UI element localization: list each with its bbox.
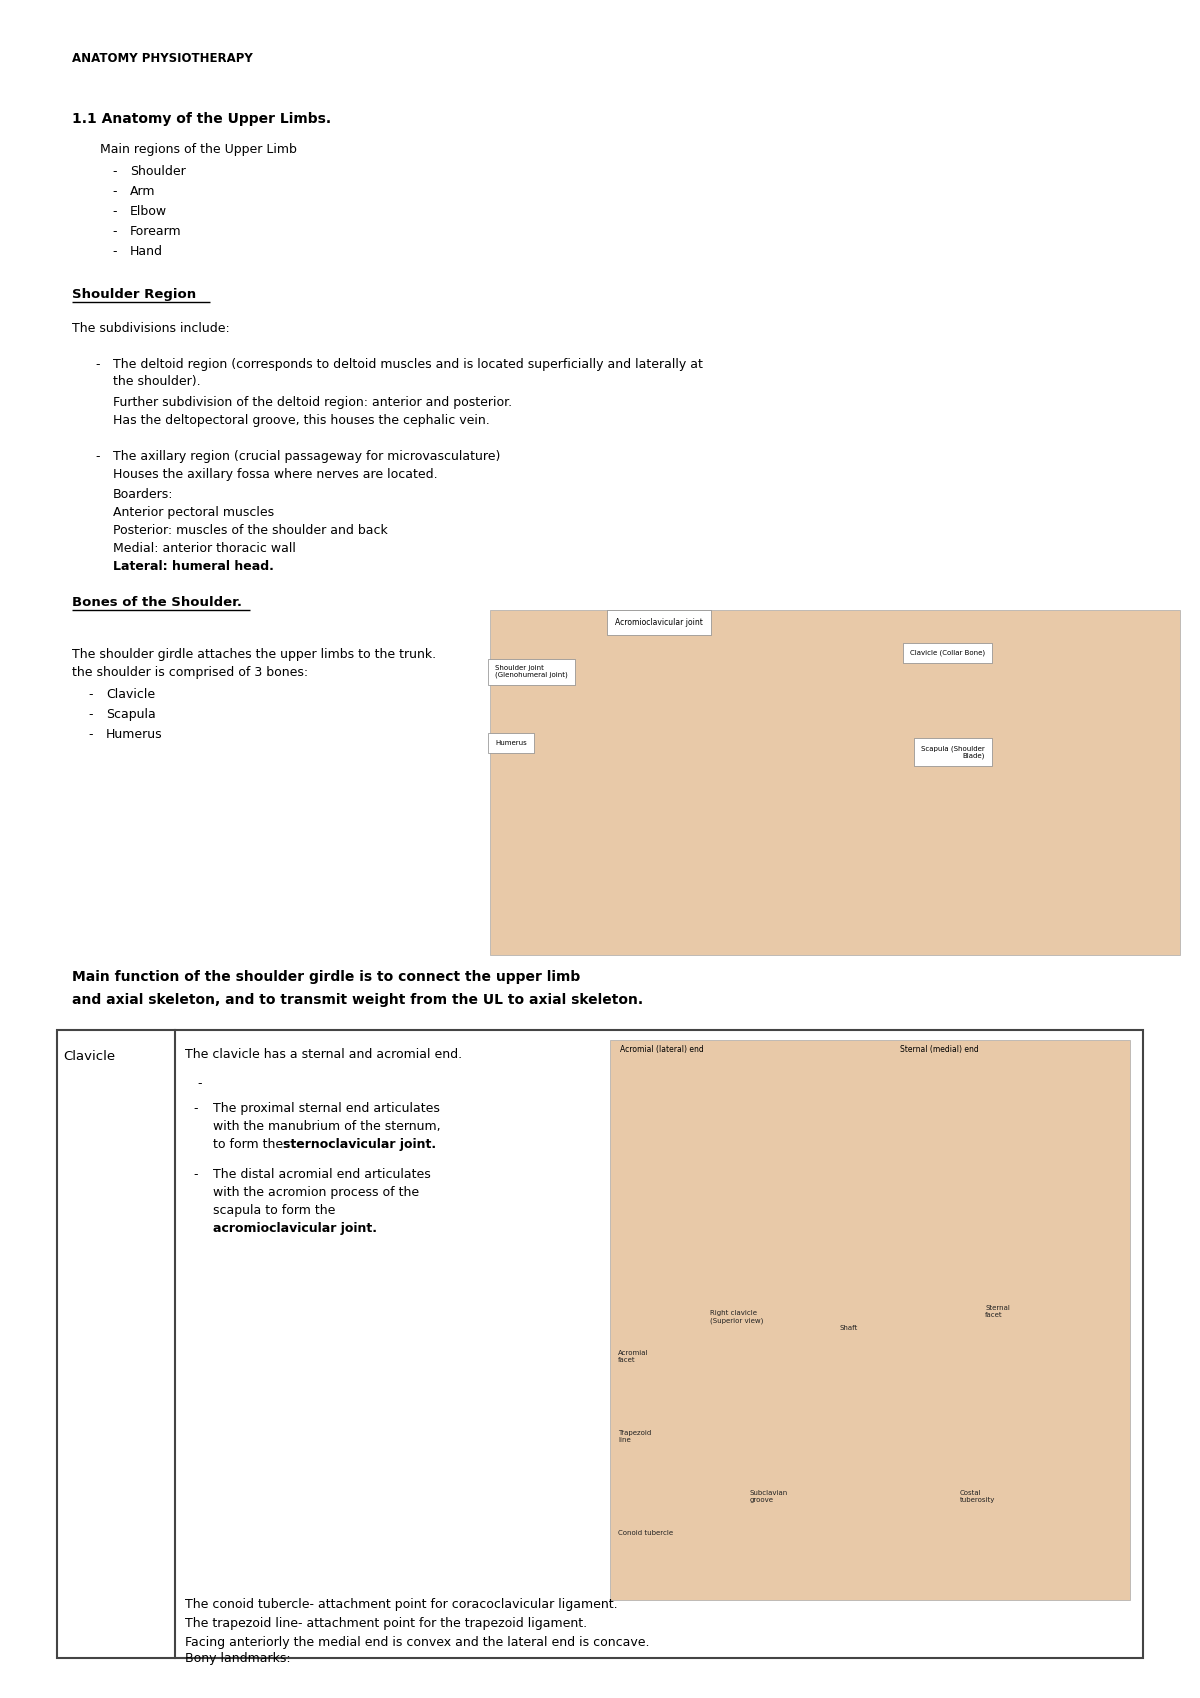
Text: Medial: anterior thoracic wall: Medial: anterior thoracic wall xyxy=(113,542,296,555)
Text: Acromioclavicular joint: Acromioclavicular joint xyxy=(616,618,703,627)
Text: -: - xyxy=(95,358,100,370)
Text: sternoclavicular joint.: sternoclavicular joint. xyxy=(283,1138,436,1151)
Text: -: - xyxy=(112,205,116,217)
Text: Humerus: Humerus xyxy=(106,728,163,740)
Text: Shoulder joint
(Glenohumeral joint): Shoulder joint (Glenohumeral joint) xyxy=(496,666,568,679)
Text: Facing anteriorly the medial end is convex and the lateral end is concave.: Facing anteriorly the medial end is conv… xyxy=(185,1635,649,1649)
Text: Further subdivision of the deltoid region: anterior and posterior.: Further subdivision of the deltoid regio… xyxy=(113,396,512,409)
Text: Right clavicle
(Superior view): Right clavicle (Superior view) xyxy=(710,1309,763,1323)
Text: Houses the axillary fossa where nerves are located.: Houses the axillary fossa where nerves a… xyxy=(113,469,438,481)
Text: Has the deltopectoral groove, this houses the cephalic vein.: Has the deltopectoral groove, this house… xyxy=(113,414,490,426)
Text: with the acromion process of the: with the acromion process of the xyxy=(214,1185,419,1199)
Text: Scapula (Shoulder
Blade): Scapula (Shoulder Blade) xyxy=(922,745,985,759)
Text: Subclavian
groove: Subclavian groove xyxy=(750,1491,788,1503)
Text: -: - xyxy=(193,1168,198,1182)
Bar xyxy=(58,1031,1142,1657)
Text: The distal acromial end articulates: The distal acromial end articulates xyxy=(214,1168,431,1182)
Text: -: - xyxy=(197,1077,202,1090)
Text: -: - xyxy=(95,450,100,464)
Text: -: - xyxy=(112,226,116,238)
Text: The clavicle has a sternal and acromial end.: The clavicle has a sternal and acromial … xyxy=(185,1048,462,1061)
Text: The subdivisions include:: The subdivisions include: xyxy=(72,323,229,335)
Text: Bony landmarks:: Bony landmarks: xyxy=(185,1652,290,1666)
Text: Acromial
facet: Acromial facet xyxy=(618,1350,648,1363)
Text: Costal
tuberosity: Costal tuberosity xyxy=(960,1491,995,1503)
Text: and axial skeleton, and to transmit weight from the UL to axial skeleton.: and axial skeleton, and to transmit weig… xyxy=(72,993,643,1007)
Text: ANATOMY PHYSIOTHERAPY: ANATOMY PHYSIOTHERAPY xyxy=(72,53,253,65)
Text: to form the: to form the xyxy=(214,1138,287,1151)
Text: -: - xyxy=(112,245,116,258)
Text: Arm: Arm xyxy=(130,185,156,199)
Text: Forearm: Forearm xyxy=(130,226,181,238)
Bar xyxy=(610,1039,1130,1600)
Text: Conoid tubercle: Conoid tubercle xyxy=(618,1530,673,1537)
Text: Elbow: Elbow xyxy=(130,205,167,217)
Text: Shaft: Shaft xyxy=(840,1324,858,1331)
Text: -: - xyxy=(88,708,92,722)
Text: Shoulder: Shoulder xyxy=(130,165,186,178)
Text: Clavicle: Clavicle xyxy=(64,1049,115,1063)
Text: The shoulder girdle attaches the upper limbs to the trunk.: The shoulder girdle attaches the upper l… xyxy=(72,649,436,661)
Bar xyxy=(490,610,1180,954)
Text: the shoulder).: the shoulder). xyxy=(113,375,200,389)
Text: Main function of the shoulder girdle is to connect the upper limb: Main function of the shoulder girdle is … xyxy=(72,970,581,985)
Text: Acromial (lateral) end: Acromial (lateral) end xyxy=(620,1044,703,1054)
Text: Sternal
facet: Sternal facet xyxy=(985,1306,1010,1318)
Text: Trapezoid
line: Trapezoid line xyxy=(618,1430,652,1443)
Text: -: - xyxy=(193,1102,198,1116)
Text: The trapezoid line- attachment point for the trapezoid ligament.: The trapezoid line- attachment point for… xyxy=(185,1616,587,1630)
Text: with the manubrium of the sternum,: with the manubrium of the sternum, xyxy=(214,1121,440,1133)
Text: Humerus: Humerus xyxy=(496,740,527,745)
Text: Bones of the Shoulder.: Bones of the Shoulder. xyxy=(72,596,242,610)
Text: Shoulder Region: Shoulder Region xyxy=(72,289,196,301)
Text: The axillary region (crucial passageway for microvasculature): The axillary region (crucial passageway … xyxy=(113,450,500,464)
Text: -: - xyxy=(88,728,92,740)
Text: the shoulder is comprised of 3 bones:: the shoulder is comprised of 3 bones: xyxy=(72,666,308,679)
Text: The proximal sternal end articulates: The proximal sternal end articulates xyxy=(214,1102,440,1116)
Text: acromioclavicular joint.: acromioclavicular joint. xyxy=(214,1223,377,1234)
Text: -: - xyxy=(88,688,92,701)
Text: Lateral: humeral head.: Lateral: humeral head. xyxy=(113,560,274,572)
Text: 1.1 Anatomy of the Upper Limbs.: 1.1 Anatomy of the Upper Limbs. xyxy=(72,112,331,126)
Text: -: - xyxy=(112,185,116,199)
Text: Clavicle: Clavicle xyxy=(106,688,155,701)
Text: Main regions of the Upper Limb: Main regions of the Upper Limb xyxy=(100,143,296,156)
Text: Boarders:: Boarders: xyxy=(113,487,174,501)
Text: -: - xyxy=(112,165,116,178)
Text: The deltoid region (corresponds to deltoid muscles and is located superficially : The deltoid region (corresponds to delto… xyxy=(113,358,703,370)
Text: Sternal (medial) end: Sternal (medial) end xyxy=(900,1044,979,1054)
Text: Scapula: Scapula xyxy=(106,708,156,722)
Text: Posterior: muscles of the shoulder and back: Posterior: muscles of the shoulder and b… xyxy=(113,525,388,537)
Text: The conoid tubercle- attachment point for coracoclavicular ligament.: The conoid tubercle- attachment point fo… xyxy=(185,1598,618,1611)
Text: Anterior pectoral muscles: Anterior pectoral muscles xyxy=(113,506,274,520)
Text: Clavicle (Collar Bone): Clavicle (Collar Bone) xyxy=(910,650,985,657)
Text: scapula to form the: scapula to form the xyxy=(214,1204,335,1217)
Text: Hand: Hand xyxy=(130,245,163,258)
